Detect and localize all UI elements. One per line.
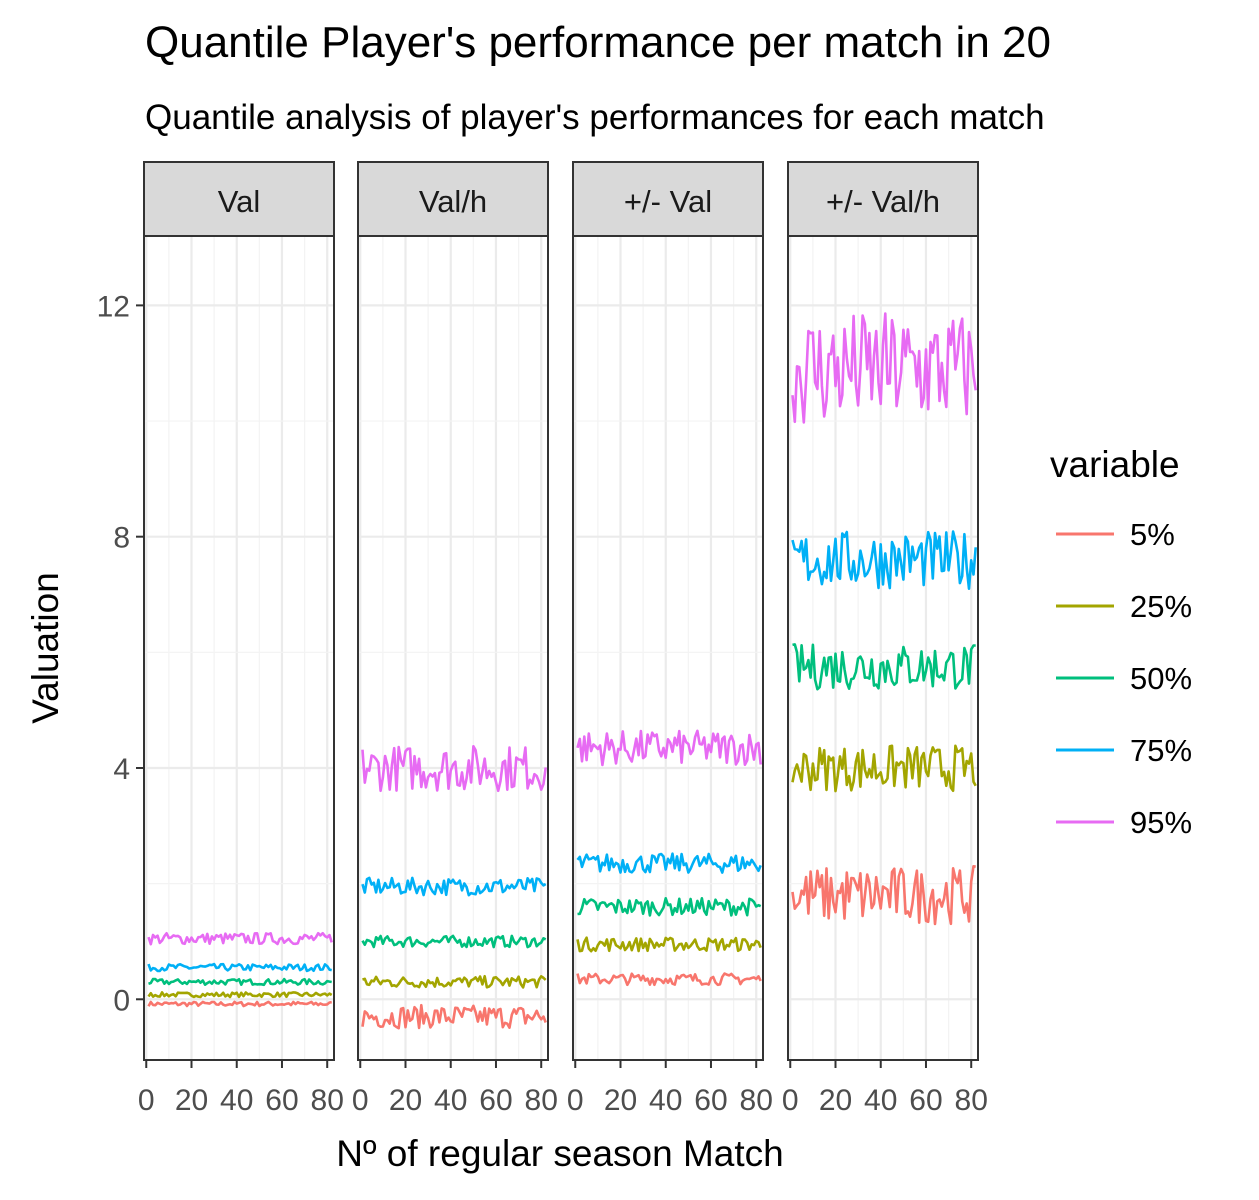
chart-title: Quantile Player's performance per match … [145,18,1051,67]
series-line-5pct [576,972,762,987]
x-tick-label: 20 [819,1084,852,1117]
x-tick-label: 80 [955,1084,988,1117]
chart-subtitle: Quantile analysis of player's performanc… [145,98,1045,137]
legend-label: 50% [1130,661,1192,696]
y-tick-label: 8 [113,522,130,555]
x-tick-label: 80 [740,1084,773,1117]
series-line-5pct [147,1000,332,1008]
legend-label: 75% [1130,733,1192,768]
y-tick-label: 12 [97,290,130,323]
facet-strip [572,161,764,237]
series-line-25pct [147,991,333,999]
x-tick-label: 0 [138,1084,155,1117]
x-tick-label: 60 [909,1084,942,1117]
series-line-75pct [361,876,547,897]
facet-panels: Val 0 20 40 60 80 Val/h 0 20 40 60 80 +/- Val 0 20 40 60… [138,161,988,1117]
facet-strip-label: Val/h [419,184,487,219]
x-tick-label: 0 [782,1084,799,1117]
series-line-75pct [791,530,977,591]
series-line-50pct [792,643,976,691]
series-line-50pct [148,977,332,987]
x-tick-label: 20 [604,1084,637,1117]
legend-label: 95% [1130,805,1192,840]
panel-background [144,236,334,1060]
legend-title: variable [1050,444,1180,485]
x-tick-label: 0 [352,1084,369,1117]
y-axis: 0 4 8 12 [97,290,144,1017]
legend-label: 25% [1130,589,1192,624]
panel-background [358,236,548,1060]
panel-background [573,236,763,1060]
x-axis-title: Nº of regular season Match [336,1133,783,1174]
y-tick-label: 4 [113,753,130,786]
x-tick-label: 20 [389,1084,422,1117]
series-line-5pct [361,1003,547,1030]
series-line-50pct [577,896,762,917]
x-tick-label: 60 [479,1084,512,1117]
facet-strip-label: +/- Val [624,184,712,219]
x-tick-label: 40 [649,1084,682,1117]
facet-1: Val 0 20 40 60 80 [138,161,344,1117]
series-line-25pct [791,744,977,793]
x-tick-label: 0 [567,1084,584,1117]
facet-strip [357,161,549,237]
y-tick-label: 0 [113,984,130,1017]
x-tick-label: 60 [694,1084,727,1117]
x-tick-label: 40 [434,1084,467,1117]
x-tick-label: 80 [525,1084,558,1117]
facet-4: +/- Val/h 0 20 40 60 80 [782,161,988,1117]
series-line-95pct [361,744,547,793]
series-line-50pct [361,934,547,949]
facet-2: Val/h 0 20 40 60 80 [352,161,558,1117]
series-line-95pct [576,729,762,767]
facet-strip [143,161,335,237]
x-tick-label: 80 [311,1084,344,1117]
x-tick-label: 40 [220,1084,253,1117]
x-tick-label: 20 [175,1084,208,1117]
facet-3: +/- Val 0 20 40 60 80 [567,161,773,1117]
legend-label: 5% [1130,517,1175,552]
series-line-25pct [576,936,762,953]
facet-strip-label: +/- Val/h [826,184,940,219]
series-line-5pct [791,864,976,926]
series-line-75pct [576,852,762,874]
x-tick-label: 60 [265,1084,298,1117]
series-line-95pct [791,312,977,424]
facet-strip [787,161,979,237]
facet-strip-label: Val [218,184,261,219]
x-tick-label: 40 [864,1084,897,1117]
y-axis-title: Valuation [25,572,66,724]
series-line-75pct [147,962,332,973]
series-line-25pct [362,974,547,989]
legend: variable 5% 25% 50% 75% 95% [1050,444,1192,840]
series-line-95pct [147,931,333,946]
